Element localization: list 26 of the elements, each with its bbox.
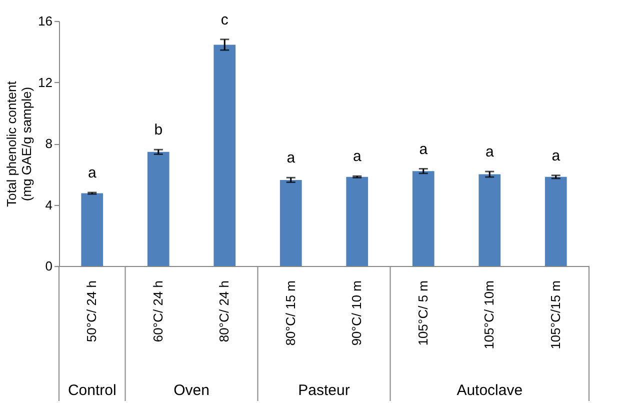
y-tick-label: 8 <box>45 136 52 151</box>
x-tick-label: 105°C/ 10m <box>482 280 497 350</box>
annotation: a <box>419 140 428 158</box>
text: Control <box>68 382 116 399</box>
annotation: a <box>88 164 97 182</box>
annotation: a <box>485 144 494 161</box>
annotation: b <box>154 122 163 139</box>
x-tick-label: 50°C/ 24 h <box>84 280 100 342</box>
annotation: c <box>220 11 229 28</box>
annotation: a <box>352 148 362 166</box>
x-tick-label: 80°C/ 24 h <box>216 280 232 342</box>
annotation: a <box>286 150 296 167</box>
x-tick-label: 90°C/ 10 m <box>349 280 364 346</box>
y-tick-label: 12 <box>38 74 52 90</box>
x-tick-label: 105°C/15 m <box>548 280 563 350</box>
text: Autoclave <box>456 382 523 399</box>
x-tick-label: 80°C/ 15 m <box>282 280 298 346</box>
text: Oven <box>174 382 210 399</box>
y-tick-label: 0 <box>45 258 52 274</box>
x-tick-label: 60°C/ 24 h <box>150 280 166 342</box>
annotation: a <box>552 147 561 164</box>
y-axis-title: Total phenolic content (mg GAE/g sample) <box>4 80 34 207</box>
y-tick-label: 16 <box>38 14 52 28</box>
y-tick-label: 4 <box>45 197 52 212</box>
text: Pasteur <box>298 382 350 399</box>
x-tick-label: 105°C/ 5 m <box>415 280 430 346</box>
